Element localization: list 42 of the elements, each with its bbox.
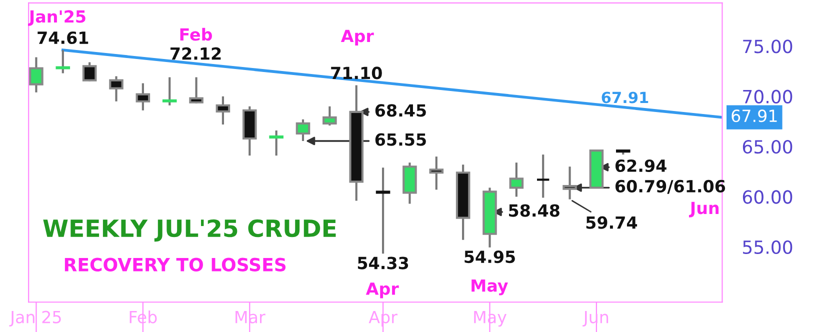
text: 67.91: [602, 92, 648, 104]
annotation: 54.95: [464, 250, 515, 264]
candlestick: [109, 75, 124, 102]
annotation: 58.48: [509, 204, 560, 217]
annotation: Feb: [180, 28, 212, 41]
y-tick-label: 70.00: [743, 90, 792, 104]
y-tick-label: 60.00: [742, 190, 792, 204]
annotation: May: [472, 279, 508, 296]
candlestick: [82, 61, 97, 82]
y-tick-label: 55.00: [743, 240, 792, 254]
candlestick: [29, 56, 44, 94]
candlestick: [536, 154, 550, 199]
candlestick: [429, 156, 444, 191]
candlestick: [269, 129, 284, 157]
annotation: Apr: [366, 282, 399, 298]
candlestick: [162, 76, 177, 106]
annotation: Jun: [688, 202, 719, 218]
y-tick-label: 65.00: [742, 140, 792, 154]
annotation: Jan'25: [28, 10, 86, 26]
annotation: 65.55: [375, 133, 426, 146]
candlestick: [509, 162, 524, 198]
annotation: 54.33: [358, 256, 408, 270]
y-tick-label: 75.00: [743, 40, 792, 54]
candlestick: [56, 49, 70, 74]
annotation: 60.79/61.06: [615, 180, 726, 194]
annotation: 71.10: [331, 66, 382, 80]
text: WEEKLY JUL'25 CRUDE: [43, 219, 336, 242]
annotation: 68.45: [375, 104, 426, 117]
text: RECOVERY TO LOSSES: [64, 258, 286, 272]
data-label: 67.91: [732, 110, 777, 122]
annotation: 62.94: [615, 159, 666, 172]
candlestick: [189, 76, 204, 104]
candlestick: [136, 82, 150, 112]
candlestick: [216, 95, 230, 126]
candlestick: [296, 118, 310, 142]
candlestick: [322, 105, 337, 126]
annotation: 74.61: [38, 31, 88, 44]
annotation: 72.12: [170, 47, 221, 60]
annotation: Apr: [340, 30, 374, 46]
annotation: 59.74: [586, 216, 638, 229]
x-tick-label: Jan 25: [9, 310, 61, 326]
candlestick: [376, 166, 390, 255]
